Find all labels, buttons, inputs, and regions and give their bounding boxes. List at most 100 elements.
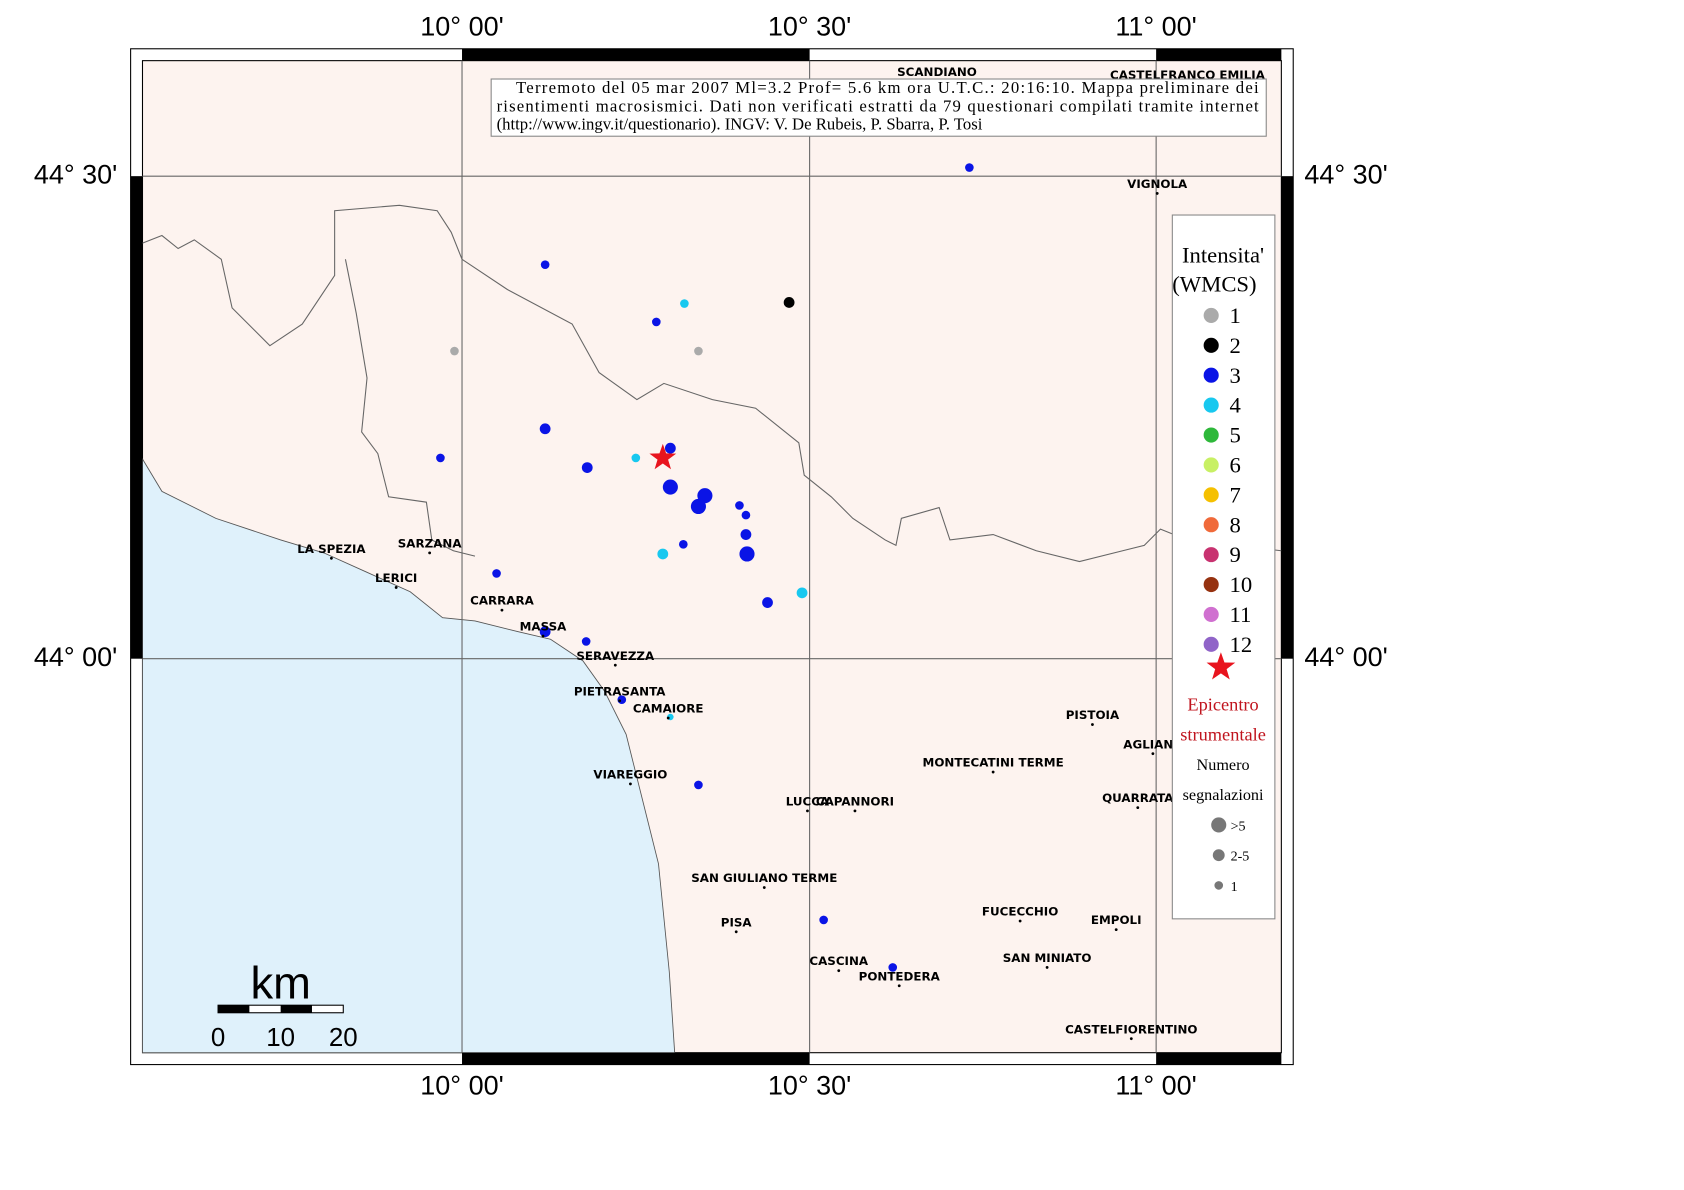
place-marker — [618, 699, 622, 703]
place-marker — [762, 886, 766, 889]
place-label: SCANDIANO — [897, 65, 977, 79]
legend-size-label: 1 — [1231, 879, 1238, 895]
place-label: VIAREGGIO — [593, 768, 667, 782]
place-label: AGLIANA — [1123, 737, 1183, 751]
legend-title: Intensita' — [1182, 243, 1264, 268]
region-border — [142, 204, 1282, 563]
observation — [819, 915, 828, 925]
legend-swatch — [1203, 337, 1219, 353]
lon-label: 10° 00' — [420, 1070, 503, 1100]
legend-epicenter-label: strumentale — [1180, 725, 1266, 745]
sea — [142, 457, 676, 1054]
lon-label: 10° 30' — [768, 11, 851, 41]
place-marker — [629, 782, 632, 786]
observation — [492, 569, 501, 578]
place-marker — [613, 663, 617, 667]
observation — [678, 539, 688, 549]
observation — [450, 346, 459, 356]
observation — [662, 479, 678, 495]
place-label: FUCECCHIO — [982, 905, 1058, 919]
title-line: (http://www.ingv.it/questionario). INGV:… — [497, 115, 983, 134]
place-marker — [1129, 1037, 1133, 1041]
observation — [694, 346, 703, 356]
frame-bars — [130, 48, 1294, 1065]
legend-label: 10 — [1230, 572, 1253, 597]
observation — [888, 963, 898, 972]
place-label: CASTELFIORENTINO — [1065, 1022, 1197, 1036]
epicenter — [649, 443, 677, 470]
place-label: SAN MINIATO — [1003, 951, 1092, 965]
grid — [142, 60, 1282, 1053]
place-label: LUCCA — [786, 794, 830, 808]
place-marker — [1114, 928, 1118, 932]
lat-label: 44° 00' — [1304, 642, 1387, 672]
observation — [740, 529, 752, 540]
place-label: MONTECATINI TERME — [923, 756, 1064, 770]
place-marker — [1155, 192, 1159, 195]
legend-size — [1212, 849, 1225, 862]
place-label: CAMAIORE — [633, 702, 704, 716]
legend-count-title: segnalazioni — [1183, 786, 1264, 804]
observation — [664, 442, 676, 454]
legend-label: 4 — [1230, 393, 1241, 418]
scale-label: 10 — [266, 1024, 295, 1052]
observation — [762, 597, 773, 608]
place-marker — [1045, 966, 1049, 969]
legend-size-label: >5 — [1231, 818, 1246, 834]
observation — [631, 453, 641, 463]
observation — [436, 453, 445, 463]
place-marker — [734, 930, 738, 934]
legend-label: 3 — [1230, 363, 1241, 388]
observation — [694, 780, 703, 790]
title-line: risentimenti macrosismici. Dati non veri… — [497, 96, 1259, 115]
place-label: LERICI — [375, 571, 417, 585]
legend-swatch — [1203, 547, 1219, 563]
legend-swatch — [1203, 457, 1219, 473]
legend-swatch — [1203, 397, 1219, 413]
legend-title: (WMCS) — [1172, 272, 1256, 297]
legend-swatch — [1203, 307, 1219, 323]
place-label: PIETRASANTA — [574, 684, 666, 698]
place-label: QUARRATA — [1102, 791, 1174, 805]
place-marker — [1091, 723, 1094, 726]
place-label: PONTEDERA — [859, 969, 941, 983]
legend-size — [1214, 881, 1224, 890]
place-label: PISTOIA — [1066, 708, 1120, 722]
place-label: CAPANNORI — [816, 794, 894, 808]
legend-label: 8 — [1230, 512, 1241, 537]
place-marker — [1151, 752, 1155, 756]
place-marker — [666, 716, 670, 720]
legend-epicenter — [1206, 652, 1236, 680]
title-box — [490, 78, 1267, 137]
legend-swatch — [1203, 517, 1219, 533]
place-marker — [329, 556, 333, 560]
legend-label: 6 — [1230, 452, 1241, 477]
lon-label: 11° 00' — [1115, 1070, 1196, 1100]
place-label: SAN GIULIANO TERME — [691, 871, 837, 885]
place-label: EMPOLI — [1091, 913, 1142, 927]
place-label: CASCINA — [809, 954, 868, 968]
observation — [739, 546, 755, 562]
place-label: SARZANA — [398, 537, 463, 551]
lon-label: 10° 30' — [768, 1070, 851, 1100]
scale-label: 20 — [329, 1024, 358, 1052]
place-marker — [394, 586, 398, 589]
scale-unit: km — [250, 958, 310, 1009]
observation — [540, 260, 550, 269]
legend-size — [1211, 817, 1227, 833]
observation — [652, 317, 661, 327]
observation — [965, 163, 974, 172]
title-line: Terremoto del 05 mar 2007 Ml=3.2 Prof= 5… — [516, 78, 1259, 97]
legend-swatch — [1203, 367, 1219, 383]
place-label: MASSA — [520, 620, 568, 634]
place-label: VIGNOLA — [1127, 177, 1188, 191]
observation — [796, 587, 808, 599]
legend-swatch — [1203, 636, 1219, 652]
place-label: LA SPEZIA — [297, 542, 366, 556]
observation — [741, 510, 751, 520]
scale-label: 0 — [211, 1024, 225, 1052]
lat-label: 44° 00' — [34, 642, 117, 672]
scale-bar — [217, 1004, 344, 1014]
